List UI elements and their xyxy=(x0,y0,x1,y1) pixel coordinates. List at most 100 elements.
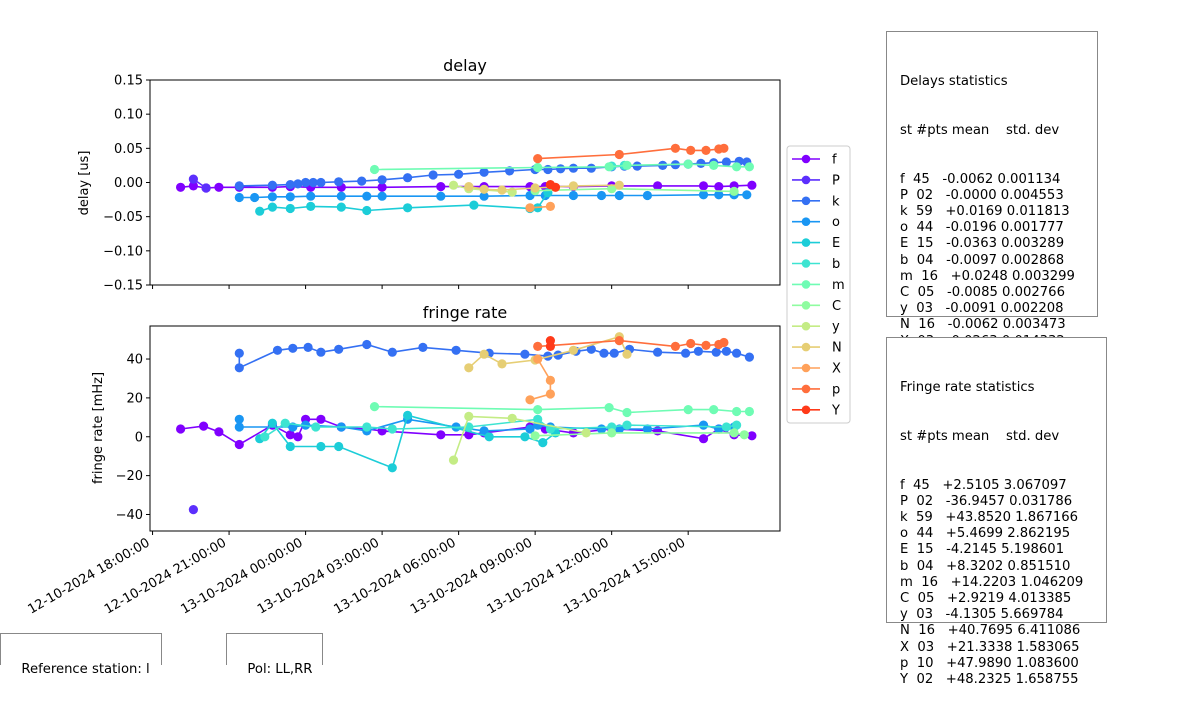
delay-point-o xyxy=(642,190,653,201)
rate-point-m xyxy=(622,407,632,418)
legend-label-f: f xyxy=(832,153,837,168)
rate-point-k xyxy=(387,347,397,357)
rate-point-E xyxy=(334,441,344,452)
rate-point-b xyxy=(533,414,543,424)
rate-point-Y xyxy=(545,341,556,351)
delay-point-N xyxy=(568,181,579,191)
delays-statistics-row: f 45 -0.0062 0.001134 xyxy=(900,171,1061,187)
delay-point-o xyxy=(267,192,277,202)
rate-point-E xyxy=(538,438,548,448)
rate-point-b xyxy=(311,422,321,432)
rate-point-k xyxy=(334,344,344,354)
rate-point-o xyxy=(642,424,653,434)
rate-line-y xyxy=(452,415,587,461)
delay-point-m xyxy=(622,160,632,170)
delay-point-o xyxy=(742,190,752,200)
rate-point-f xyxy=(747,431,757,441)
fringe-rate-statistics-rows: f 45 +2.5105 3.067097 P 02 -36.9457 0.031… xyxy=(900,478,1093,689)
rate-y-tick-label: 40 xyxy=(126,353,143,368)
delay-point-p xyxy=(686,145,696,155)
legend-item-C: C xyxy=(792,299,841,314)
rate-point-b xyxy=(721,422,732,432)
delay-point-k xyxy=(308,177,318,188)
delay-point-k xyxy=(568,163,579,173)
rate-point-f xyxy=(436,430,446,440)
delay-point-k xyxy=(403,173,413,183)
reference-station-label: Reference station: l xyxy=(21,662,150,677)
delay-point-k xyxy=(267,180,277,190)
legend-label-y: y xyxy=(832,320,840,335)
rate-y-tick-label: 0 xyxy=(135,430,143,445)
delay-series-m xyxy=(369,159,755,175)
legend-label-Y: Y xyxy=(831,403,840,418)
delay-point-E xyxy=(403,203,413,213)
rate-point-m xyxy=(533,405,543,415)
rate-point-b xyxy=(387,424,397,434)
delay-point-k xyxy=(293,179,303,189)
rate-series-X xyxy=(525,354,556,405)
rate-point-f xyxy=(293,432,303,442)
legend-item-p: p xyxy=(792,382,840,397)
legend-marker-C xyxy=(801,301,811,310)
rate-point-C xyxy=(739,430,749,440)
delays-statistics-row: y 03 -0.0091 0.002208 xyxy=(900,301,1064,317)
legend-item-Y: Y xyxy=(792,403,840,418)
delay-panel: delay delay [us] 0.15 0.10 0.05 0.00 −0.05 −0… xyxy=(77,56,781,294)
rate-x-tick-label: 13-10-2024 09:00:00 xyxy=(408,535,535,617)
legend-marker-E xyxy=(801,238,811,247)
rate-point-o xyxy=(234,414,244,424)
rate-point-k xyxy=(520,349,530,359)
delay-y-tick-label: 0.15 xyxy=(114,74,143,89)
delay-point-P xyxy=(201,183,211,193)
fringe-rate-statistics-row: E 15 -4.2145 5.198601 xyxy=(900,542,1065,558)
rate-point-f xyxy=(199,421,209,431)
rate-line-b xyxy=(264,418,737,438)
rate-point-k xyxy=(316,347,326,357)
delay-point-E xyxy=(255,206,265,216)
rate-point-f xyxy=(234,439,244,450)
fringe-rate-statistics-row: C 05 +2.9219 4.013385 xyxy=(900,591,1072,607)
delay-point-o xyxy=(362,191,372,201)
delay-point-k xyxy=(632,161,642,171)
legend-item-P: P xyxy=(792,173,840,188)
figure-canvas: delay delay [us] 0.15 0.10 0.05 0.00 −0.05 −0… xyxy=(25,56,851,618)
rate-series-P xyxy=(188,505,198,515)
rate-point-m xyxy=(732,406,742,417)
delay-series-X xyxy=(525,201,556,213)
rate-point-X xyxy=(525,395,535,405)
rate-series-k xyxy=(234,339,755,373)
rate-point-p xyxy=(614,336,624,346)
rate-point-N xyxy=(622,349,632,359)
fringe-rate-statistics-row: m 16 +14.2203 1.046209 xyxy=(900,574,1084,590)
rate-point-o xyxy=(596,424,607,434)
rate-point-N xyxy=(568,345,579,355)
rate-point-E xyxy=(387,463,397,473)
legend-marker-p xyxy=(801,384,811,394)
delay-point-k xyxy=(696,158,706,168)
fringe-rate-statistics-row: X 03 +21.3338 1.583065 xyxy=(900,639,1080,655)
fringe-rate-statistics-row: f 45 +2.5105 3.067097 xyxy=(900,477,1067,493)
delay-point-f xyxy=(176,182,186,192)
delay-point-k xyxy=(454,169,464,179)
legend-item-m: m xyxy=(792,278,845,293)
delay-point-o xyxy=(234,192,244,203)
rate-point-m xyxy=(604,403,614,413)
delay-y-tick-label: −0.15 xyxy=(103,279,143,294)
delays-statistics-row: k 59 +0.0169 0.011813 xyxy=(900,204,1070,220)
legend-label-b: b xyxy=(832,257,840,272)
rate-point-E xyxy=(403,410,413,420)
rate-point-b xyxy=(280,418,290,428)
rate-point-k xyxy=(362,339,372,350)
legend-label-E: E xyxy=(832,236,840,251)
delays-statistics-row: b 04 -0.0097 0.002868 xyxy=(900,252,1065,268)
delay-x-ticks xyxy=(152,285,689,289)
legend-item-y: y xyxy=(792,320,840,335)
delays-statistics-row: C 05 -0.0085 0.002766 xyxy=(900,285,1065,301)
delay-series-P xyxy=(188,174,211,193)
delay-point-k xyxy=(357,176,367,186)
legend-label-P: P xyxy=(832,173,840,188)
rate-point-p xyxy=(719,337,729,348)
rate-point-C xyxy=(729,428,739,438)
delay-point-m xyxy=(683,159,693,169)
